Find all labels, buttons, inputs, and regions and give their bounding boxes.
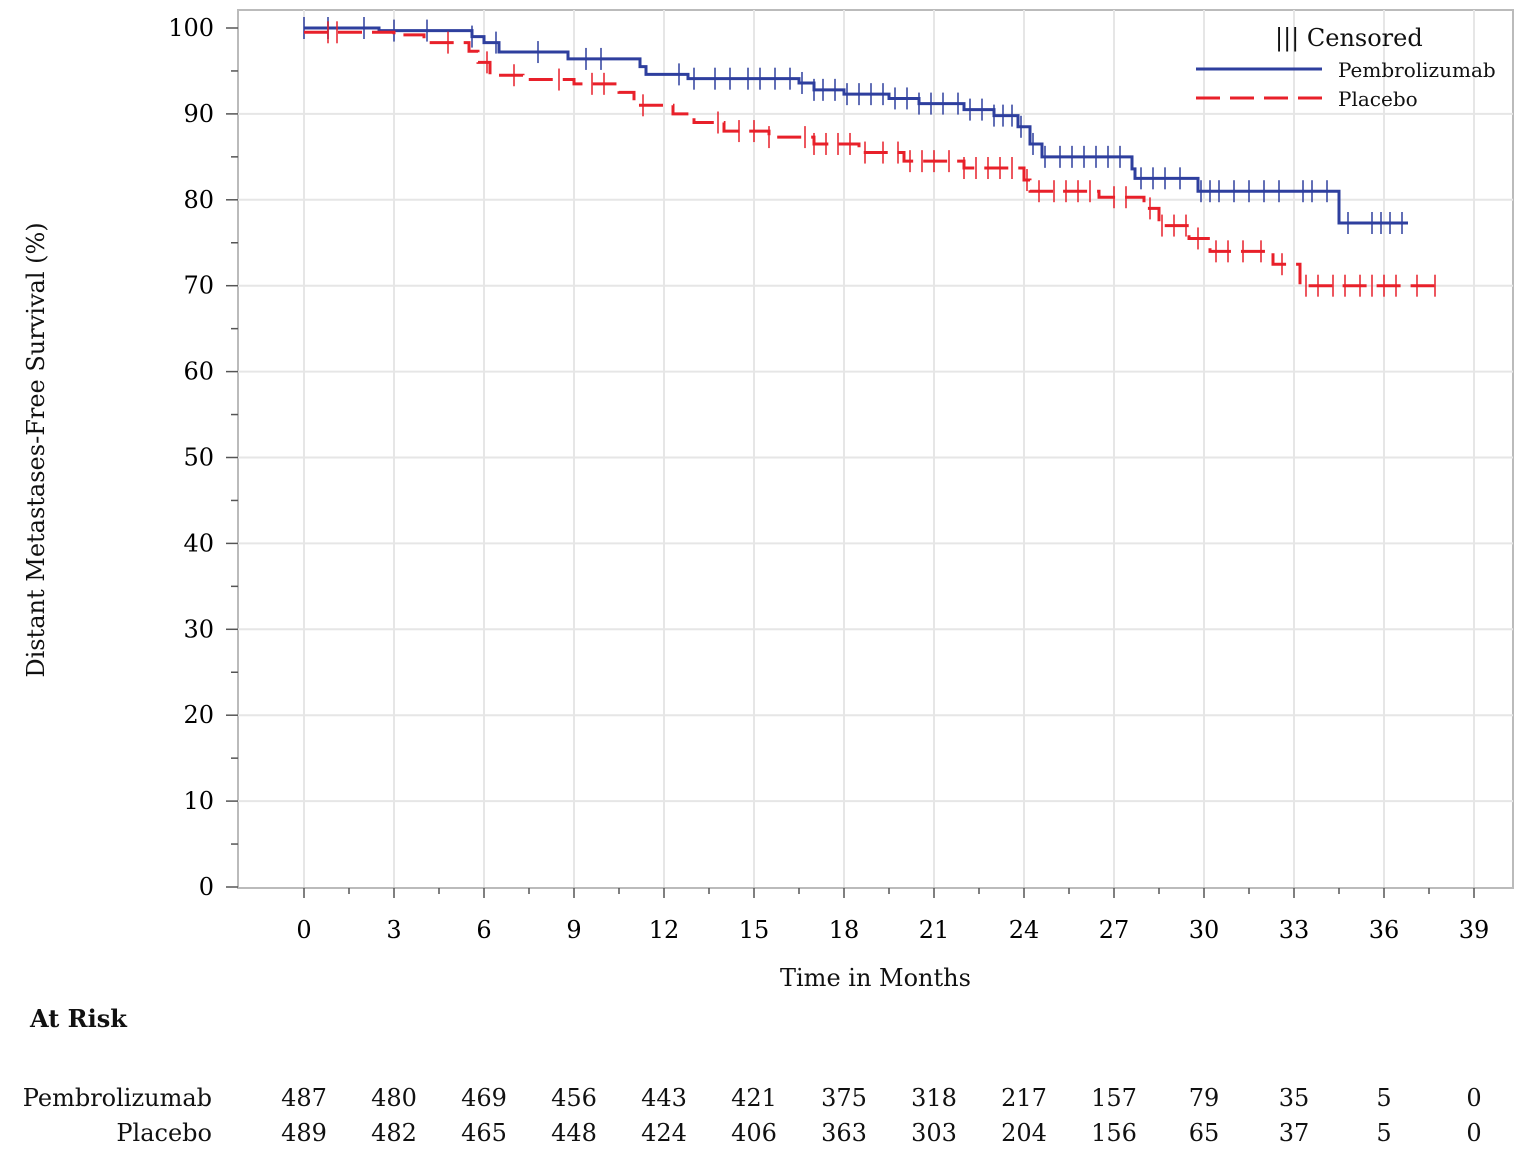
- at-risk-value: 480: [371, 1084, 417, 1112]
- y-tick-label: 0: [199, 873, 214, 901]
- x-tick-label: 18: [829, 916, 860, 944]
- at-risk-value: 79: [1188, 1084, 1220, 1112]
- at-risk-value: 5: [1376, 1084, 1392, 1112]
- plot-frame: [237, 9, 1514, 889]
- x-tick-label: 0: [296, 916, 311, 944]
- x-tick-label: 36: [1369, 916, 1400, 944]
- at-risk-value: 0: [1466, 1119, 1482, 1147]
- y-tick-label: 90: [183, 100, 214, 128]
- at-risk-value: 456: [551, 1084, 597, 1112]
- x-tick-label: 39: [1459, 916, 1490, 944]
- y-tick-label: 40: [183, 529, 214, 557]
- x-tick-label: 3: [386, 916, 401, 944]
- y-tick-label: 80: [183, 186, 214, 214]
- at-risk-value: 204: [1001, 1119, 1047, 1147]
- at-risk-value: 448: [551, 1119, 597, 1147]
- at-risk-value: 303: [911, 1119, 957, 1147]
- at-risk-value: 375: [821, 1084, 867, 1112]
- at-risk-value: 5: [1376, 1119, 1392, 1147]
- at-risk-value: 424: [641, 1119, 687, 1147]
- x-tick-label: 6: [476, 916, 491, 944]
- x-axis-label: Time in Months: [780, 964, 971, 992]
- at-risk-row-label-placebo: Placebo: [116, 1119, 212, 1147]
- y-tick-label: 60: [183, 358, 214, 386]
- x-tick-label: 24: [1009, 916, 1040, 944]
- at-risk-value: 465: [461, 1119, 507, 1147]
- y-tick-label: 100: [168, 14, 214, 42]
- x-tick-label: 12: [649, 916, 680, 944]
- x-tick-label: 33: [1279, 916, 1310, 944]
- at-risk-value: 421: [731, 1084, 777, 1112]
- x-tick-label: 21: [919, 916, 950, 944]
- at-risk-value: 406: [731, 1119, 777, 1147]
- x-tick-label: 30: [1189, 916, 1220, 944]
- at-risk-row-label-pembrolizumab: Pembrolizumab: [22, 1084, 212, 1112]
- y-tick-label: 70: [183, 272, 214, 300]
- at-risk-value: 487: [281, 1084, 327, 1112]
- legend-placebo: Placebo: [1338, 87, 1418, 111]
- x-tick-label: 27: [1099, 916, 1130, 944]
- at-risk-value: 65: [1188, 1119, 1220, 1147]
- y-axis-label: Distant Metastases-Free Survival (%): [22, 222, 50, 678]
- at-risk-value: 469: [461, 1084, 507, 1112]
- at-risk-title: At Risk: [30, 1004, 127, 1033]
- at-risk-value: 37: [1278, 1119, 1310, 1147]
- legend-pembrolizumab: Pembrolizumab: [1338, 58, 1496, 82]
- at-risk-value: 443: [641, 1084, 687, 1112]
- y-tick-label: 20: [183, 701, 214, 729]
- at-risk-value: 363: [821, 1119, 867, 1147]
- legend-censored: ||| Censored: [1275, 24, 1423, 52]
- at-risk-value: 157: [1091, 1084, 1137, 1112]
- survival-curve-pembrolizumab: [304, 26, 1408, 225]
- y-tick-label: 30: [183, 615, 214, 643]
- at-risk-value: 35: [1278, 1084, 1310, 1112]
- at-risk-value: 482: [371, 1119, 417, 1147]
- x-tick-label: 15: [739, 916, 770, 944]
- y-tick-label: 10: [183, 787, 214, 815]
- x-tick-label: 9: [566, 916, 581, 944]
- at-risk-value: 318: [911, 1084, 957, 1112]
- at-risk-value: 0: [1466, 1084, 1482, 1112]
- at-risk-value: 217: [1001, 1084, 1047, 1112]
- y-tick-label: 50: [183, 444, 214, 472]
- at-risk-value: 156: [1091, 1119, 1137, 1147]
- at-risk-value: 489: [281, 1119, 327, 1147]
